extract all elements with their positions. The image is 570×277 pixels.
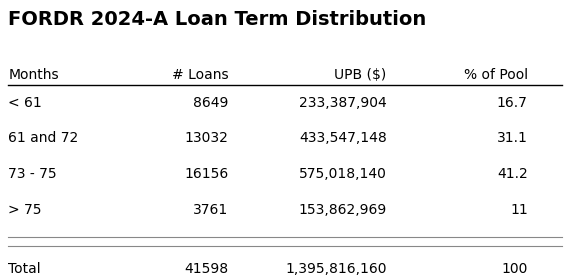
Text: 11: 11: [510, 203, 528, 217]
Text: 233,387,904: 233,387,904: [299, 96, 386, 109]
Text: < 61: < 61: [9, 96, 42, 109]
Text: 13032: 13032: [185, 132, 229, 145]
Text: # Loans: # Loans: [172, 68, 229, 82]
Text: 100: 100: [502, 262, 528, 276]
Text: 8649: 8649: [193, 96, 229, 109]
Text: 1,395,816,160: 1,395,816,160: [285, 262, 386, 276]
Text: 61 and 72: 61 and 72: [9, 132, 79, 145]
Text: 73 - 75: 73 - 75: [9, 167, 57, 181]
Text: Months: Months: [9, 68, 59, 82]
Text: 31.1: 31.1: [497, 132, 528, 145]
Text: 3761: 3761: [193, 203, 229, 217]
Text: UPB ($): UPB ($): [335, 68, 386, 82]
Text: 41598: 41598: [185, 262, 229, 276]
Text: 16156: 16156: [184, 167, 229, 181]
Text: 16.7: 16.7: [497, 96, 528, 109]
Text: 433,547,148: 433,547,148: [299, 132, 386, 145]
Text: > 75: > 75: [9, 203, 42, 217]
Text: 41.2: 41.2: [497, 167, 528, 181]
Text: % of Pool: % of Pool: [463, 68, 528, 82]
Text: Total: Total: [9, 262, 41, 276]
Text: FORDR 2024-A Loan Term Distribution: FORDR 2024-A Loan Term Distribution: [9, 10, 427, 29]
Text: 575,018,140: 575,018,140: [299, 167, 386, 181]
Text: 153,862,969: 153,862,969: [298, 203, 386, 217]
